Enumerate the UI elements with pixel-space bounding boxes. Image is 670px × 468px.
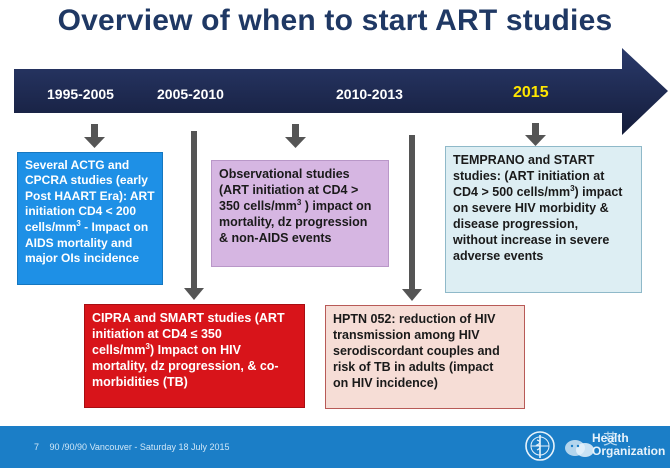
box-line: transmission among HIV [333, 328, 480, 342]
period-arrow-3 [285, 124, 306, 148]
box-line: serodiscordant couples and [333, 344, 500, 358]
box-line: TEMPRANO and START [453, 153, 595, 167]
box-line: risk of TB in adults (impact [333, 360, 494, 374]
timeline-arrow [14, 48, 668, 135]
box-line: initiation at CD4 ≤ 350 [92, 327, 222, 341]
box-line: mortality, dz progression, & co- [92, 359, 279, 374]
cipra-smart-box: CIPRA and SMART studies (ART initiation … [84, 304, 305, 408]
box-line: disease progression, [453, 217, 579, 232]
who-emblem-icon [525, 431, 555, 461]
period-label: 1995-2005 [47, 86, 114, 102]
box-line: major OIs incidence [25, 251, 140, 266]
page-number: 7 [34, 442, 40, 452]
period-label: 2005-2010 [157, 86, 224, 102]
box-line: initiation CD4 < 200 [25, 204, 137, 219]
box-line: CD4 > 500 cells/mm3) impact [453, 184, 623, 200]
box-line: HPTN 052: reduction of HIV [333, 312, 496, 326]
box-line: & non-AIDS events [219, 231, 332, 246]
period-label-current: 2015 [513, 84, 549, 101]
page-title: Overview of when to start ART studies [57, 4, 613, 37]
footer-bar: 7 90 /90/90 Vancouver - Saturday 18 July… [0, 426, 670, 468]
period-arrow-1 [84, 124, 105, 148]
wechat-watermark-icon [565, 440, 594, 457]
box-line: on HIV incidence) [333, 376, 438, 390]
box-line: studies: (ART initiation at [453, 169, 605, 183]
box-line: Observational studies [219, 167, 350, 181]
temprano-start-box: TEMPRANO and START studies: (ART initiat… [445, 146, 642, 293]
box-line: adverse events [453, 249, 544, 264]
box-line: CPCRA studies (early [25, 173, 148, 188]
watermark-text: 艾 [603, 431, 619, 448]
box-line: Several ACTG and [25, 158, 130, 172]
box-line: on severe HIV morbidity & [453, 201, 609, 216]
period-arrow-5 [525, 123, 546, 146]
box-line: mortality, dz progression [219, 215, 368, 230]
box-line: 350 cells/mm3 ) impact on [219, 198, 372, 214]
event-caption: 90 /90/90 Vancouver - Saturday 18 July 2… [49, 442, 230, 452]
hptn-052-box: HPTN 052: reduction of HIV transmission … [325, 305, 525, 409]
box-line: morbidities (TB) [92, 375, 188, 390]
box-line: Post HAART Era): ART [25, 188, 155, 203]
box-line: cells/mm3) Impact on HIV [92, 342, 241, 358]
period-label: 2010-2013 [336, 86, 403, 102]
box-line: without increase in severe [453, 233, 610, 248]
actg-cpcra-box: Several ACTG and CPCRA studies (early Po… [17, 152, 163, 285]
organization-label: Health Organization [592, 431, 666, 458]
footer-caption: 7 90 /90/90 Vancouver - Saturday 18 July… [34, 442, 229, 452]
box-line: AIDS mortality and [25, 235, 133, 250]
box-line: CIPRA and SMART studies (ART [92, 311, 285, 325]
box-line: cells/mm3 - Impact on [25, 219, 149, 235]
period-arrow-4 [402, 135, 422, 301]
box-line: (ART initiation at CD4 > [219, 183, 359, 197]
observational-studies-box: Observational studies (ART initiation at… [211, 160, 389, 267]
period-arrow-2 [184, 131, 204, 300]
